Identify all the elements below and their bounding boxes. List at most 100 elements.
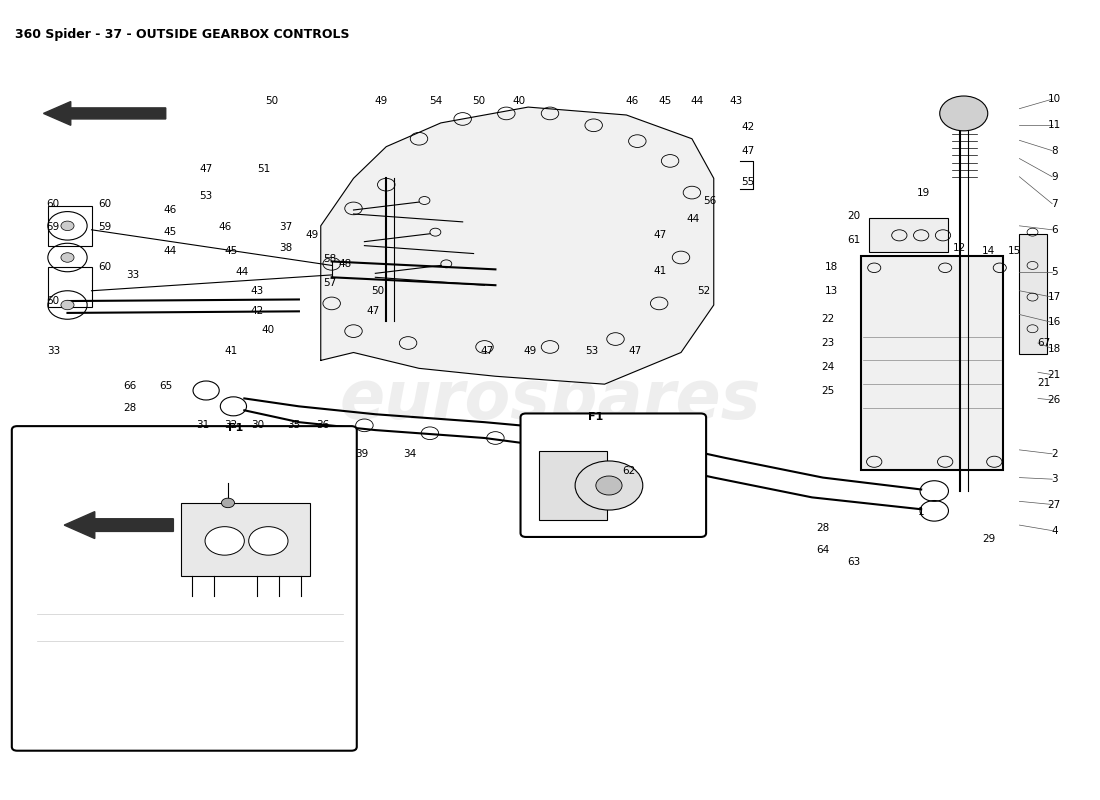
Text: 57: 57 xyxy=(323,278,337,288)
Circle shape xyxy=(939,96,988,131)
Text: 49: 49 xyxy=(524,346,537,356)
Text: 41: 41 xyxy=(224,346,238,356)
Text: 29: 29 xyxy=(982,534,996,543)
Text: 2: 2 xyxy=(1050,449,1058,459)
Text: 10: 10 xyxy=(1048,94,1060,104)
Text: 52: 52 xyxy=(697,286,711,296)
Text: 67: 67 xyxy=(1037,338,1050,348)
Text: 23: 23 xyxy=(822,338,835,348)
Text: 50: 50 xyxy=(265,96,278,106)
Text: 21: 21 xyxy=(1037,378,1050,387)
Text: 53: 53 xyxy=(199,190,212,201)
Bar xyxy=(47,206,91,246)
Text: 18: 18 xyxy=(1047,343,1062,354)
Text: 51: 51 xyxy=(257,164,271,174)
Text: 17: 17 xyxy=(1047,292,1062,302)
Text: 16: 16 xyxy=(1047,318,1062,327)
FancyArrow shape xyxy=(64,512,174,538)
Text: 9: 9 xyxy=(1050,172,1058,182)
Text: 47: 47 xyxy=(480,346,493,356)
Text: 47: 47 xyxy=(366,306,379,316)
Text: 50: 50 xyxy=(371,286,384,296)
Text: F1: F1 xyxy=(588,412,604,422)
Text: 36: 36 xyxy=(317,420,330,430)
Text: F1: F1 xyxy=(228,423,243,434)
Text: 30: 30 xyxy=(251,420,264,430)
Text: 22: 22 xyxy=(822,314,835,324)
Text: 35: 35 xyxy=(287,420,300,430)
Text: 47: 47 xyxy=(628,346,641,356)
Text: 42: 42 xyxy=(251,306,264,316)
Text: 27: 27 xyxy=(1047,499,1062,510)
Circle shape xyxy=(60,221,74,230)
Bar xyxy=(182,503,310,576)
Text: 44: 44 xyxy=(686,214,700,225)
Text: 45: 45 xyxy=(164,227,177,237)
Text: 43: 43 xyxy=(729,96,743,106)
Text: 26: 26 xyxy=(1047,395,1062,405)
Text: 21: 21 xyxy=(1047,370,1062,380)
Text: 32: 32 xyxy=(224,420,238,430)
Text: 64: 64 xyxy=(816,546,829,555)
Text: 66: 66 xyxy=(123,381,136,390)
Text: 58: 58 xyxy=(323,254,337,264)
FancyBboxPatch shape xyxy=(12,426,356,750)
Text: 5: 5 xyxy=(1050,266,1058,277)
Text: 53: 53 xyxy=(585,346,598,356)
Text: 28: 28 xyxy=(816,523,829,534)
Bar xyxy=(869,218,948,252)
Text: 11: 11 xyxy=(1047,119,1062,130)
Text: 59: 59 xyxy=(46,222,59,233)
Bar xyxy=(1020,234,1047,354)
Text: 47: 47 xyxy=(741,146,755,156)
Text: 60: 60 xyxy=(46,296,59,306)
Circle shape xyxy=(596,476,623,495)
Text: 60: 60 xyxy=(98,198,111,209)
Text: 46: 46 xyxy=(164,205,177,215)
Text: 33: 33 xyxy=(126,270,140,280)
Text: 49: 49 xyxy=(374,96,387,106)
Text: 47: 47 xyxy=(653,230,667,240)
Text: 49: 49 xyxy=(306,230,319,240)
FancyBboxPatch shape xyxy=(520,414,706,537)
Text: 65: 65 xyxy=(160,381,173,390)
Text: 25: 25 xyxy=(822,386,835,395)
Circle shape xyxy=(60,253,74,262)
Text: 6: 6 xyxy=(1050,225,1058,234)
Text: 45: 45 xyxy=(658,96,671,106)
Text: 39: 39 xyxy=(355,449,368,459)
Text: 15: 15 xyxy=(1008,246,1021,256)
Bar xyxy=(539,450,607,520)
Bar xyxy=(861,256,1003,470)
Text: 24: 24 xyxy=(822,362,835,372)
Text: 1: 1 xyxy=(917,507,924,518)
Text: 34: 34 xyxy=(404,449,417,459)
Text: 28: 28 xyxy=(123,403,136,413)
Text: 38: 38 xyxy=(279,243,293,253)
Text: 44: 44 xyxy=(691,96,704,106)
Text: 31: 31 xyxy=(196,420,209,430)
Text: 33: 33 xyxy=(46,346,59,356)
Text: 3: 3 xyxy=(1050,474,1058,484)
Polygon shape xyxy=(321,107,714,384)
Text: 54: 54 xyxy=(429,96,442,106)
Text: 47: 47 xyxy=(199,164,212,174)
Text: 360 Spider - 37 - OUTSIDE GEARBOX CONTROLS: 360 Spider - 37 - OUTSIDE GEARBOX CONTRO… xyxy=(15,28,350,41)
Circle shape xyxy=(249,526,288,555)
Text: 19: 19 xyxy=(916,187,930,198)
Text: 44: 44 xyxy=(235,266,249,277)
Text: 8: 8 xyxy=(1050,146,1058,156)
Text: 43: 43 xyxy=(251,286,264,296)
Text: 56: 56 xyxy=(703,195,716,206)
Text: 45: 45 xyxy=(224,246,238,256)
Text: 44: 44 xyxy=(164,246,177,256)
Text: 59: 59 xyxy=(98,222,111,233)
Text: 46: 46 xyxy=(625,96,638,106)
Text: 13: 13 xyxy=(825,286,838,296)
Circle shape xyxy=(205,526,244,555)
Text: 48: 48 xyxy=(338,259,351,269)
Text: 7: 7 xyxy=(1050,198,1058,209)
Text: 42: 42 xyxy=(741,122,755,132)
Text: 61: 61 xyxy=(847,235,860,245)
Text: 4: 4 xyxy=(1050,526,1058,536)
